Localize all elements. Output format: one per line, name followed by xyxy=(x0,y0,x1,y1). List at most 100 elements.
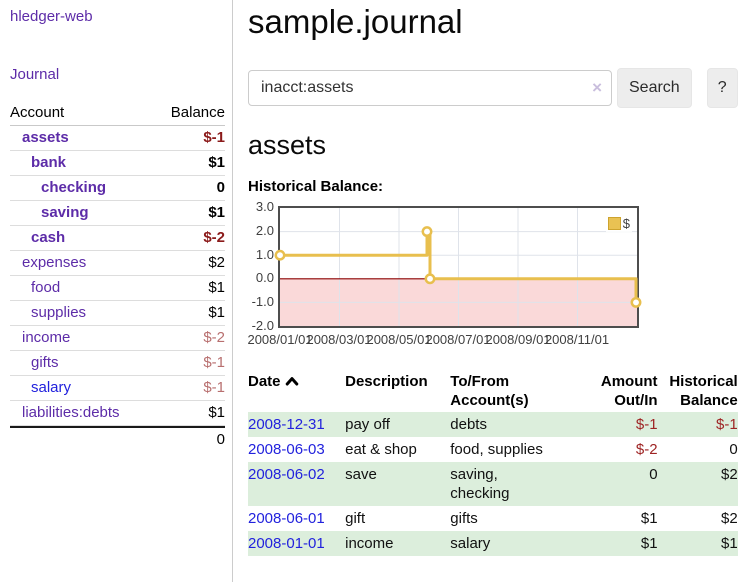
sidebar-item-journal[interactable]: Journal xyxy=(10,66,60,83)
account-link-assets[interactable]: assets xyxy=(22,129,69,146)
accounts-total-value: 0 xyxy=(216,431,225,448)
transaction-row: 2008-06-01 gift gifts $1 $2 xyxy=(248,506,738,531)
transaction-row: 2008-06-03 eat & shop food, supplies $-2… xyxy=(248,437,738,462)
account-row: bank $1 xyxy=(10,151,225,176)
transaction-accounts: saving, checking xyxy=(450,462,584,506)
x-axis-tick-label: 2008/05/01 xyxy=(366,332,432,347)
account-link-liabilities-debts[interactable]: liabilities:debts xyxy=(22,404,120,421)
x-axis-tick-label: 2008/07/01 xyxy=(425,332,491,347)
account-row: income $-2 xyxy=(10,326,225,351)
date-header-label: Date xyxy=(248,373,281,390)
transaction-accounts: debts xyxy=(450,412,584,437)
account-row: checking 0 xyxy=(10,176,225,201)
account-balance: $1 xyxy=(208,279,225,296)
transaction-row: 2008-01-01 income salary $1 $1 xyxy=(248,531,738,556)
accounts-total-row: 0 xyxy=(10,426,225,451)
account-column-header: Account xyxy=(10,104,65,121)
main-content: sample.journal × Search ? assets Histori… xyxy=(233,0,742,582)
account-balance: $1 xyxy=(208,304,225,321)
transaction-balance: 0 xyxy=(729,441,738,458)
transaction-description: income xyxy=(345,531,451,556)
transaction-date-link[interactable]: 2008-12-31 xyxy=(248,416,325,433)
account-row: gifts $-1 xyxy=(10,351,225,376)
sort-ascending-icon[interactable] xyxy=(285,373,299,392)
transaction-date-link[interactable]: 2008-01-01 xyxy=(248,535,325,552)
account-row: supplies $1 xyxy=(10,301,225,326)
account-row: food $1 xyxy=(10,276,225,301)
transaction-description: save xyxy=(345,462,451,506)
account-balance: $-2 xyxy=(203,229,225,246)
account-link-expenses[interactable]: expenses xyxy=(22,254,87,271)
transaction-balance: $2 xyxy=(657,462,738,506)
transaction-amount: $1 xyxy=(640,510,658,527)
clear-search-icon[interactable]: × xyxy=(592,78,602,97)
transaction-accounts: salary xyxy=(450,531,584,556)
transaction-date-link[interactable]: 2008-06-03 xyxy=(248,441,325,458)
account-heading: assets xyxy=(248,130,327,160)
y-axis-tick-label: 1.0 xyxy=(255,247,274,262)
account-link-salary[interactable]: salary xyxy=(31,379,72,396)
account-balance: $-1 xyxy=(203,354,225,371)
brand-link[interactable]: hledger-web xyxy=(10,8,93,25)
search-input[interactable] xyxy=(248,70,612,106)
x-axis-tick-label: 2008/11/01 xyxy=(544,332,610,347)
account-link-cash[interactable]: cash xyxy=(31,229,66,246)
account-balance: $-1 xyxy=(203,129,225,146)
account-link-supplies[interactable]: supplies xyxy=(31,304,87,321)
transaction-date-link[interactable]: 2008-06-02 xyxy=(248,466,325,483)
accounts-table-header: Account Balance xyxy=(10,101,225,126)
y-axis-tick-label: 0.0 xyxy=(255,270,274,285)
account-link-saving[interactable]: saving xyxy=(41,204,89,221)
x-axis-tick-label: 2008/03/01 xyxy=(306,332,372,347)
y-axis-tick-label: -2.0 xyxy=(251,318,274,333)
transaction-accounts: gifts xyxy=(450,510,478,527)
account-row: salary $-1 xyxy=(10,376,225,401)
legend-label: $ xyxy=(622,216,630,231)
account-row: expenses $2 xyxy=(10,251,225,276)
transaction-row: 2008-12-31 pay off debts $-1 $-1 xyxy=(248,412,738,437)
chart-plot-area: $ xyxy=(274,206,642,328)
historical-balance-chart: 3.0 2.0 1.0 0.0 -1.0 -2.0 xyxy=(247,200,642,350)
account-link-food[interactable]: food xyxy=(31,279,61,296)
page-title: sample.journal xyxy=(248,3,463,40)
sidebar: hledger-web Journal Account Balance asse… xyxy=(0,0,233,582)
search-button[interactable]: Search xyxy=(617,68,692,108)
account-link-income[interactable]: income xyxy=(22,329,71,346)
transactions-table: Date Description To/From Account(s) Amou… xyxy=(248,370,738,556)
transaction-description: gift xyxy=(345,510,366,527)
account-balance: 0 xyxy=(216,179,225,196)
x-axis-tick-label: 2008/09/01 xyxy=(485,332,551,347)
account-balance: $2 xyxy=(208,254,225,271)
search-form: × Search ? xyxy=(248,68,738,108)
description-column-header: Description xyxy=(345,373,428,390)
help-button[interactable]: ? xyxy=(706,68,738,108)
transaction-balance: $2 xyxy=(721,510,738,527)
accounts-table: Account Balance assets $-1 bank $1 check… xyxy=(10,101,225,451)
transaction-description: pay off xyxy=(345,412,451,437)
transaction-description: eat & shop xyxy=(345,441,417,458)
transaction-balance: $-1 xyxy=(657,412,738,437)
legend-swatch-icon xyxy=(607,217,621,230)
account-row: liabilities:debts $1 xyxy=(10,401,225,426)
tofrom-column-header: To/From Account(s) xyxy=(450,373,529,409)
chart-title: Historical Balance: xyxy=(248,178,384,195)
account-balance: $1 xyxy=(208,154,225,171)
date-column-header[interactable]: Date xyxy=(248,370,345,412)
y-axis-tick-label: -1.0 xyxy=(251,294,274,309)
account-link-gifts[interactable]: gifts xyxy=(31,354,59,371)
transaction-amount: $-2 xyxy=(635,441,658,458)
account-balance: $1 xyxy=(208,204,225,221)
account-link-bank[interactable]: bank xyxy=(31,154,67,171)
transaction-balance: $1 xyxy=(657,531,738,556)
account-balance: $-2 xyxy=(203,329,225,346)
transaction-date-link[interactable]: 2008-06-01 xyxy=(248,510,325,527)
transaction-amount: $-1 xyxy=(583,412,658,437)
transaction-row: 2008-06-02 save saving, checking 0 $2 xyxy=(248,462,738,506)
balance-column-header: Balance xyxy=(170,104,225,121)
amount-column-header: Amount Out/In xyxy=(600,373,658,409)
account-balance: $-1 xyxy=(203,379,225,396)
account-balance: $1 xyxy=(208,404,225,421)
account-link-checking[interactable]: checking xyxy=(41,179,107,196)
account-row: cash $-2 xyxy=(10,226,225,251)
